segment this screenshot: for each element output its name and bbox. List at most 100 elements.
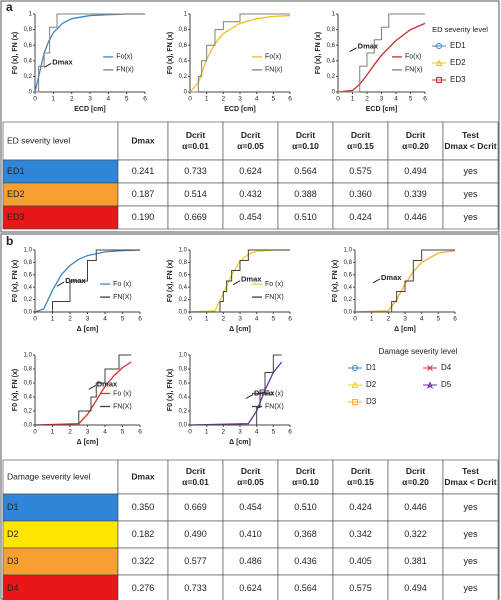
y-tick-label: 0,2 [24, 297, 33, 303]
y-tick-label: 0 [29, 90, 33, 96]
cell-text: 0.624 [239, 166, 262, 176]
cell-text: 0.577 [184, 556, 207, 566]
x-axis-label: ECD [cm] [74, 106, 106, 113]
header-text: Dcrit [406, 130, 426, 140]
x-tick-label: 0 [33, 96, 37, 103]
cell [442, 574, 499, 600]
header-cell [277, 459, 334, 495]
y-tick-label: 0,2 [179, 409, 188, 415]
x-tick-label: 5 [437, 316, 441, 323]
y-tick-label: 0,8 [24, 260, 33, 266]
y-tick-label: 1,0 [179, 353, 188, 359]
y-axis-label: F0 (x), FN (x) [167, 260, 174, 302]
x-axis-label: Δ [cm] [229, 439, 251, 446]
y-tick-label: 0,4 [179, 285, 188, 291]
row-label-cell [2, 574, 119, 600]
row-label-cell [2, 547, 119, 576]
cell [277, 493, 334, 522]
header-text: Dcrit [241, 130, 261, 140]
x-tick-label: 4 [255, 96, 259, 103]
fitted-curve [337, 22, 426, 93]
header-text: α=0.10 [292, 477, 319, 487]
cell-text: 0.669 [184, 212, 207, 222]
x-tick-label: 0 [33, 429, 37, 436]
y-tick-label: 1 [332, 12, 336, 18]
y-axis-label: F0 (x), FN (x) [332, 260, 339, 302]
x-tick-label: 6 [288, 316, 292, 323]
cell-text: 0.187 [132, 189, 155, 199]
cell-text: 0.276 [132, 583, 155, 593]
legend-label: FN(x) [116, 67, 134, 74]
y-tick-label: 0,0 [344, 310, 353, 316]
cell-text: 0.490 [184, 529, 207, 539]
y-axis-label: F0 (x), FN (x) [167, 369, 174, 411]
legend-marker [436, 43, 442, 49]
y-tick-label: 0,8 [344, 260, 353, 266]
empirical-step [338, 13, 425, 93]
y-tick-label: 0,8 [24, 27, 33, 33]
header-text: Test [462, 466, 479, 476]
header-cell [222, 459, 279, 495]
row-label-cell [2, 520, 119, 549]
cell [222, 493, 279, 522]
cell-text: 0.494 [404, 583, 427, 593]
x-tick-label: 3 [403, 316, 407, 323]
cell-text: 0.564 [294, 166, 317, 176]
annotation: Dmax [97, 379, 118, 388]
x-axis-label: Δ [cm] [229, 326, 251, 333]
cell-text: 0.733 [184, 583, 207, 593]
x-tick-label: 6 [423, 96, 427, 103]
x-tick-label: 0 [336, 96, 340, 103]
y-tick-label: 0,6 [24, 272, 33, 278]
x-tick-label: 6 [138, 429, 142, 436]
annotation: Dmax [52, 57, 73, 66]
y-tick-label: 0,2 [179, 297, 188, 303]
annotation-arrow [88, 385, 96, 390]
header-text: α=0.01 [182, 477, 209, 487]
y-tick-label: 0 [184, 90, 188, 96]
x-tick-label: 5 [272, 316, 276, 323]
cell-text: 0.190 [132, 212, 155, 222]
fitted-curve [354, 249, 456, 313]
legend-marker [435, 59, 443, 66]
cell [167, 493, 224, 522]
annotation-arrow [232, 280, 241, 286]
cell-text: 0.368 [294, 529, 317, 539]
annotation-arrow [372, 278, 381, 284]
header-text: α=0.20 [402, 477, 429, 487]
annotation-arrow [245, 394, 254, 399]
legend-label: FN(X) [113, 294, 132, 301]
x-tick-label: 5 [409, 96, 413, 103]
x-tick-label: 6 [138, 316, 142, 323]
header-text: Dcrit [351, 130, 371, 140]
cell-text: yes [463, 212, 478, 222]
header-cell [167, 459, 224, 495]
x-tick-label: 2 [365, 96, 369, 103]
header-cell [2, 121, 119, 161]
legend-marker [352, 365, 358, 371]
row-label-cell [2, 493, 119, 522]
legend-label: D3 [366, 397, 377, 406]
y-axis-label: F0 (x), FN (x) [315, 32, 322, 74]
annotation-arrow [57, 281, 65, 287]
header-text: Dmax < Dcrit [444, 141, 496, 151]
x-tick-label: 2 [68, 429, 72, 436]
header-cell [387, 121, 444, 161]
header-text: Dcrit [186, 130, 206, 140]
y-tick-label: 0,4 [24, 58, 33, 64]
header-text: Dmax [131, 471, 154, 481]
cell-text: 0.424 [349, 212, 372, 222]
x-tick-label: 3 [86, 316, 90, 323]
y-tick-label: 0,8 [179, 367, 188, 373]
legend-label: Fo(x) [116, 54, 132, 61]
y-tick-label: 0,2 [344, 297, 353, 303]
cell [277, 520, 334, 549]
cell-text: 0.486 [239, 556, 262, 566]
row-label: D2 [7, 529, 19, 539]
cell-text: 0.446 [404, 212, 427, 222]
y-tick-label: 0,0 [179, 310, 188, 316]
cell-text: yes [463, 583, 478, 593]
cell-text: 0.241 [132, 166, 155, 176]
x-tick-label: 6 [288, 96, 292, 103]
